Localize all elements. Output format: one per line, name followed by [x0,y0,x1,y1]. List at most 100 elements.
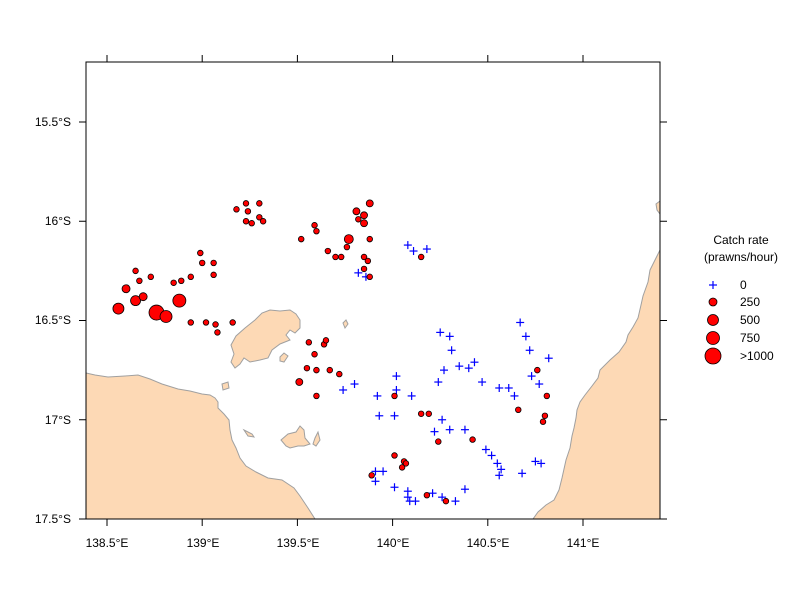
plus-marker-icon [438,493,447,502]
land-layer [86,200,660,519]
legend-title: Catch rate [713,233,769,247]
catch-circle-icon [360,211,368,220]
plus-marker-icon [445,425,454,434]
plus-marker-icon [504,383,513,392]
plus-marker-icon [495,471,504,480]
plus-marker-icon [487,451,496,460]
plus-marker-icon [373,391,382,400]
catch-circle-icon [515,406,522,414]
catch-circle-icon [469,436,476,443]
y-axis-labels: 15.5°S 16°S 16.5°S 17°S 17.5°S [35,115,71,526]
plus-marker-icon [403,493,412,502]
catch-circle-icon [172,293,187,308]
catch-circle-icon [187,273,194,281]
legend-circle-icon-250 [708,297,718,307]
plus-marker-icon [455,362,464,371]
catch-circle-icon [326,366,333,374]
catch-circle-icon [417,410,425,417]
plus-marker-icon [436,328,445,337]
catch-circle-icon [368,472,375,479]
catch-circle-icon [242,218,250,225]
x-axis-labels: 138.5°E 139°E 139.5°E 140°E 140.5°E 141°… [86,536,600,550]
catch-circle-icon [355,216,362,223]
catch-circle-icon [343,234,354,245]
land-islet [242,428,256,438]
catch-circle-icon [313,366,320,374]
plus-marker-icon [516,318,525,327]
plus-marker-icon [350,380,359,389]
plus-marker-icon [434,378,443,387]
plot-frame [85,61,661,520]
catch-circle-icon [147,273,154,281]
catch-circle-icon [159,310,173,323]
plus-marker-icon [521,332,530,341]
catch-circle-icon [391,452,398,459]
x-tick-label: 139°E [187,536,220,550]
legend-label-750: 750 [740,331,760,345]
catch-circle-icon [112,302,125,315]
catch-circle-icon [233,206,240,213]
legend-circle-icon-1000 [704,347,722,365]
y-tick-label: 15.5°S [35,115,71,129]
plus-marker-icon [460,485,469,494]
plus-marker-icon [495,383,504,392]
catch-circle-icon [336,370,343,378]
catch-rate-circles [112,199,551,505]
plus-marker-icon [527,372,536,381]
plus-marker-icon [451,497,460,506]
plus-marker-icon [354,268,363,277]
catch-circle-icon [138,292,148,302]
plus-marker-icon [403,241,412,250]
catch-circle-icon [541,412,549,419]
plus-marker-icon [430,427,439,436]
legend-label-1000: >1000 [740,349,774,363]
legend-label-250: 250 [740,295,760,309]
land-islet [342,319,349,330]
catch-circle-icon [311,351,318,358]
catch-circle-icon [402,460,410,467]
catch-circle-icon [305,339,313,346]
x-tick-label: 140°E [377,536,410,550]
plus-marker-icon [371,477,380,486]
x-tick-label: 138.5°E [86,536,129,550]
catch-circle-icon [534,366,541,374]
land-islet [279,352,289,363]
catch-circle-icon [187,319,194,326]
catch-circle-icon [295,378,304,386]
y-tick-label: 17°S [45,413,71,427]
catch-circle-icon [244,208,252,215]
plus-marker-icon [411,497,420,506]
plus-marker-icon [409,247,418,256]
catch-circle-icon [121,284,131,294]
y-tick-label: 16.5°S [35,313,71,327]
catch-circle-icon [425,410,432,417]
catch-circle-icon [197,249,204,257]
catch-circle-icon [366,273,373,281]
catch-circle-icon [343,243,351,251]
catch-circle-icon [303,364,311,372]
catch-circle-icon [210,271,217,279]
catch-circle-icon [298,235,305,243]
legend-circle-icon-750 [706,331,720,345]
catch-circle-icon [365,199,374,208]
catch-circle-icon [178,277,185,284]
catch-circle-icon [256,200,263,207]
land-bentinck-island [280,425,311,449]
legend-subtitle: (prawns/hour) [704,250,778,264]
catch-circle-icon [352,207,361,216]
plus-marker-icon [544,354,553,363]
plus-marker-icon [537,459,546,468]
catch-circle-icon [398,464,406,471]
land-islet-east [655,200,660,215]
x-axis-ticks [106,55,584,526]
catch-circle-icon [311,222,318,229]
plus-marker-icon [481,445,490,454]
catch-circle-icon [130,295,141,307]
catch-circle-icon [198,259,206,267]
land-mornington-island [230,309,301,369]
plus-marker-icon [422,245,431,254]
legend-label-0: 0 [740,278,747,292]
x-tick-label: 140.5°E [467,536,510,550]
catch-circle-icon [337,253,345,261]
catch-circle-icon [214,329,221,336]
